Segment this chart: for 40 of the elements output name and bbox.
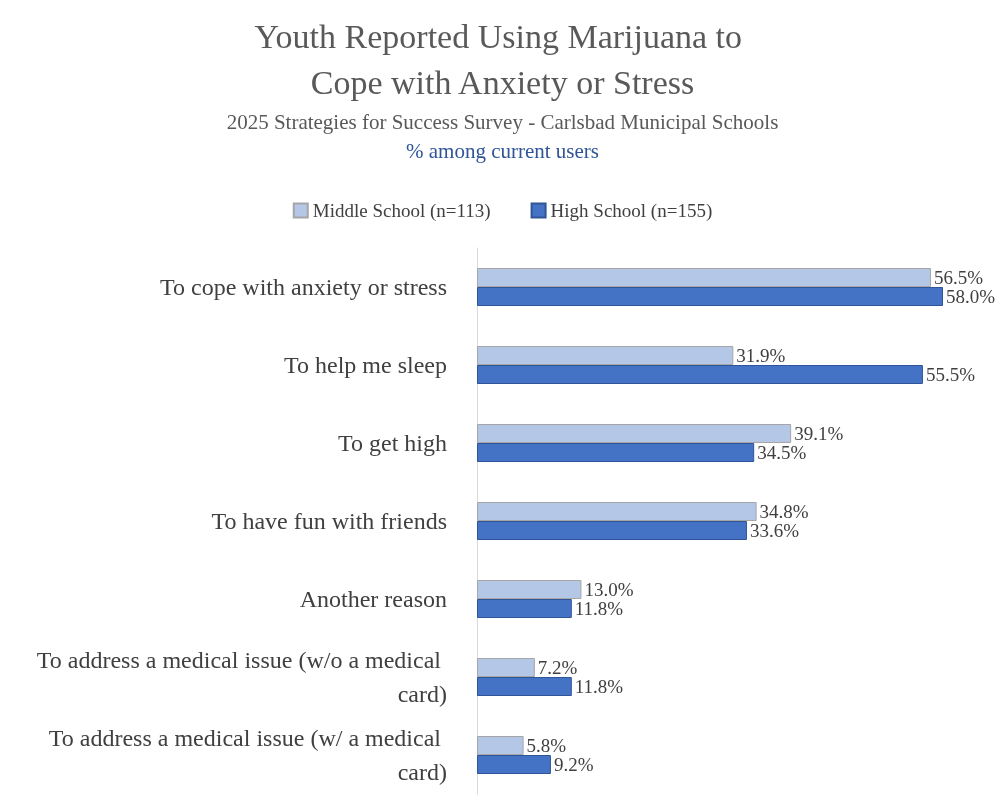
- y-tick-label: To get high: [338, 430, 447, 456]
- bar: [477, 677, 572, 696]
- data-label: 39.1%: [794, 423, 844, 444]
- data-label: 34.8%: [759, 501, 809, 522]
- data-label: 7.2%: [537, 657, 578, 678]
- legend-label: Middle School (n=113): [312, 200, 491, 222]
- data-label: 31.9%: [736, 345, 786, 366]
- chart-subtitle: 2025 Strategies for Success Survey - Carlsbad Municipal Schools: [226, 109, 779, 134]
- data-label: 13.0%: [584, 579, 634, 600]
- bar: [477, 599, 572, 618]
- y-tick-label: To have fun with friends: [211, 508, 447, 534]
- data-label: 56.5%: [933, 267, 984, 288]
- bar: [477, 443, 755, 462]
- y-tick-label: To address a medical issue (w/ a medical card): [48, 725, 447, 785]
- bar: [477, 365, 923, 384]
- bar: [477, 521, 747, 540]
- y-tick-label: To help me sleep: [284, 352, 447, 378]
- y-tick-label: Another reason: [299, 586, 447, 612]
- bar: [477, 755, 551, 774]
- bar: [477, 346, 734, 365]
- data-label: 33.6%: [749, 520, 800, 541]
- bar: [477, 736, 524, 755]
- data-label: 9.2%: [553, 754, 594, 775]
- chart-title: Youth Reported Using Marijuana to Cope with Anxiety or Stress: [254, 17, 751, 101]
- bar: [477, 268, 931, 287]
- data-label: 11.8%: [574, 676, 624, 697]
- bar: [477, 658, 535, 677]
- data-label: 55.5%: [925, 364, 976, 385]
- data-label: 34.5%: [757, 442, 807, 463]
- data-label: 11.8%: [574, 598, 624, 619]
- data-label: 58.0%: [946, 286, 996, 307]
- data-label: 5.8%: [526, 735, 567, 756]
- bar: [477, 424, 792, 443]
- bar: [477, 502, 757, 521]
- y-tick-label: To cope with anxiety or stress: [160, 274, 447, 300]
- y-tick-label: To address a medical issue (w/o a medical card): [36, 647, 447, 707]
- bar: [477, 580, 582, 599]
- legend-label: High School (n=155): [550, 200, 713, 222]
- bar: [477, 287, 943, 306]
- text: % among current users: [405, 138, 600, 163]
